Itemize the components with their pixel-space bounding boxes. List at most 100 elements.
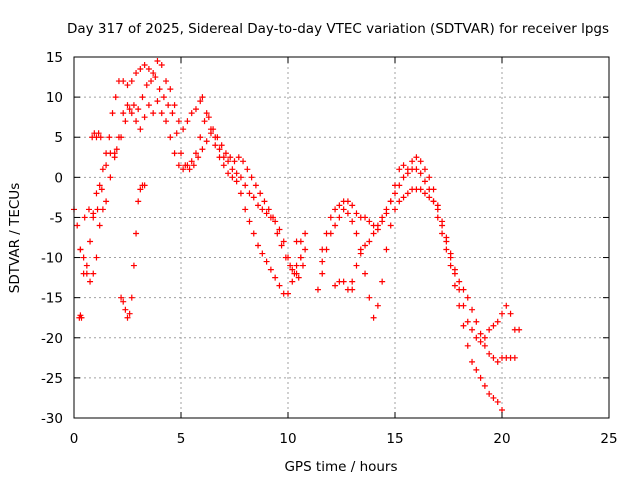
data-point (503, 302, 510, 309)
data-point (464, 318, 471, 325)
data-point (473, 334, 480, 341)
data-point (400, 162, 407, 169)
data-point (246, 190, 253, 197)
data-point (439, 230, 446, 237)
data-point (293, 262, 300, 269)
y-tick-label: -30 (41, 411, 63, 427)
data-point (220, 162, 227, 169)
data-point (409, 158, 416, 165)
data-point (289, 266, 296, 273)
data-point (235, 154, 242, 161)
data-point (413, 166, 420, 173)
data-point (158, 110, 165, 117)
data-point (319, 258, 326, 265)
data-point (280, 238, 287, 245)
data-point (192, 150, 199, 157)
data-point (340, 206, 347, 213)
data-point (99, 166, 106, 173)
data-point (120, 78, 127, 85)
data-point (180, 166, 187, 173)
data-point (404, 166, 411, 173)
data-point (447, 262, 454, 269)
data-point (143, 82, 150, 89)
data-point (137, 66, 144, 73)
data-point (130, 262, 137, 269)
data-point (421, 178, 428, 185)
data-point (113, 146, 120, 153)
data-point (439, 218, 446, 225)
data-point (349, 278, 356, 285)
data-point (490, 322, 497, 329)
data-point (190, 162, 197, 169)
data-point (205, 114, 212, 121)
data-point (387, 222, 394, 229)
data-point (473, 366, 480, 373)
data-point (173, 130, 180, 137)
data-point (349, 218, 356, 225)
data-point (156, 86, 163, 93)
data-point (464, 342, 471, 349)
data-point (421, 190, 428, 197)
data-point (99, 206, 106, 213)
data-point (184, 118, 191, 125)
data-point (128, 110, 135, 117)
data-point (250, 194, 257, 201)
data-point (278, 242, 285, 249)
data-point (400, 194, 407, 201)
data-point (218, 142, 225, 149)
data-point (83, 262, 90, 269)
data-point (295, 274, 302, 281)
data-point (451, 282, 458, 289)
plot-frame (73, 56, 610, 419)
data-point (336, 214, 343, 221)
data-point (112, 94, 119, 101)
data-point (120, 110, 127, 117)
data-point (192, 106, 199, 113)
data-point (302, 246, 309, 253)
data-point (126, 310, 133, 317)
y-tick-label: 15 (46, 50, 63, 66)
data-point (197, 98, 204, 105)
data-point (203, 138, 210, 145)
data-point (255, 202, 262, 209)
series-track-4 (314, 186, 523, 345)
data-points (71, 58, 523, 413)
data-point (353, 230, 360, 237)
data-point (126, 106, 133, 113)
data-point (276, 226, 283, 233)
data-point (141, 182, 148, 189)
data-point (349, 202, 356, 209)
x-tick-label: 15 (386, 431, 403, 447)
data-point (396, 166, 403, 173)
data-point (242, 206, 249, 213)
data-point (434, 202, 441, 209)
data-point (195, 154, 202, 161)
data-point (469, 326, 476, 333)
data-point (270, 214, 277, 221)
y-tick-label: 5 (54, 130, 63, 146)
data-point (210, 126, 217, 133)
data-point (130, 102, 137, 109)
data-point (289, 278, 296, 285)
data-point (87, 238, 94, 245)
data-point (255, 242, 262, 249)
data-point (456, 302, 463, 309)
data-point (443, 234, 450, 241)
data-point (392, 190, 398, 197)
data-point (362, 270, 369, 277)
data-point (349, 286, 356, 293)
data-point (145, 66, 152, 73)
data-point (263, 258, 270, 265)
data-point (387, 198, 394, 205)
data-point (257, 190, 264, 197)
data-point (167, 86, 174, 93)
data-point (366, 294, 373, 301)
data-point (227, 154, 234, 161)
y-tick-label: 0 (54, 170, 63, 186)
data-point (464, 294, 471, 301)
data-point (175, 118, 182, 125)
data-point (336, 202, 343, 209)
data-point (77, 246, 84, 253)
y-tick-label: -20 (41, 331, 63, 347)
